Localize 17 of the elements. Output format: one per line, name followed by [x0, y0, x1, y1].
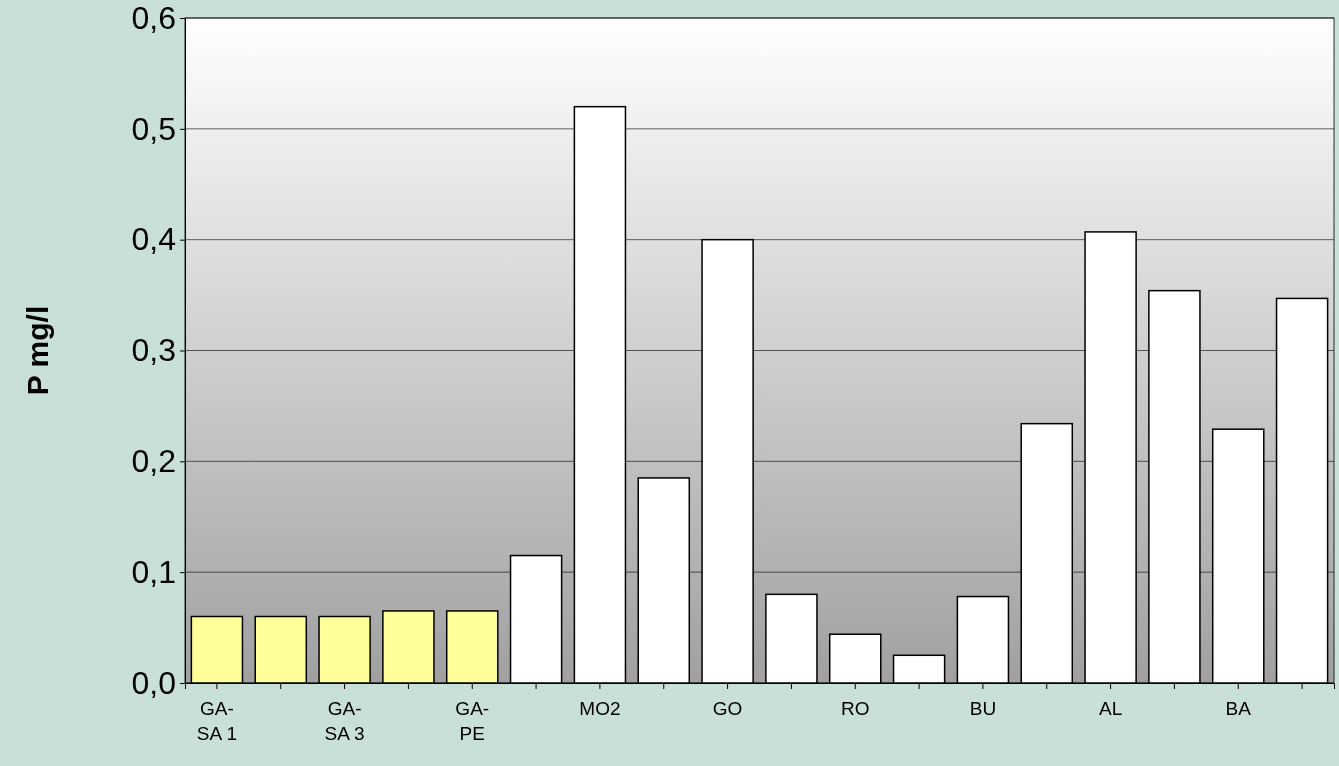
x-tick-label: BA	[1225, 697, 1252, 719]
y-tick-label: 0,4	[131, 221, 176, 258]
y-tick-label: 0,3	[131, 332, 176, 369]
x-tick-label: AL	[1098, 697, 1123, 719]
x-tick-label: RO	[841, 697, 870, 719]
y-tick-label: 0,6	[131, 0, 176, 36]
y-axis-title: P mg/l	[21, 305, 54, 396]
y-tick-label: 0,1	[131, 553, 176, 590]
x-tick-label: GA-SA 1	[196, 697, 237, 744]
y-tick-label: 0,5	[131, 110, 176, 147]
x-tick-label: GA-PE	[455, 697, 490, 744]
x-tick-label: GA-SA 3	[324, 697, 365, 744]
x-tick-label: GO	[712, 697, 743, 719]
x-tick-label: MO2	[579, 697, 621, 719]
y-tick-label: 0,2	[131, 443, 176, 480]
x-tick-label: BU	[969, 697, 997, 719]
y-tick-label: 0,0	[131, 664, 176, 701]
